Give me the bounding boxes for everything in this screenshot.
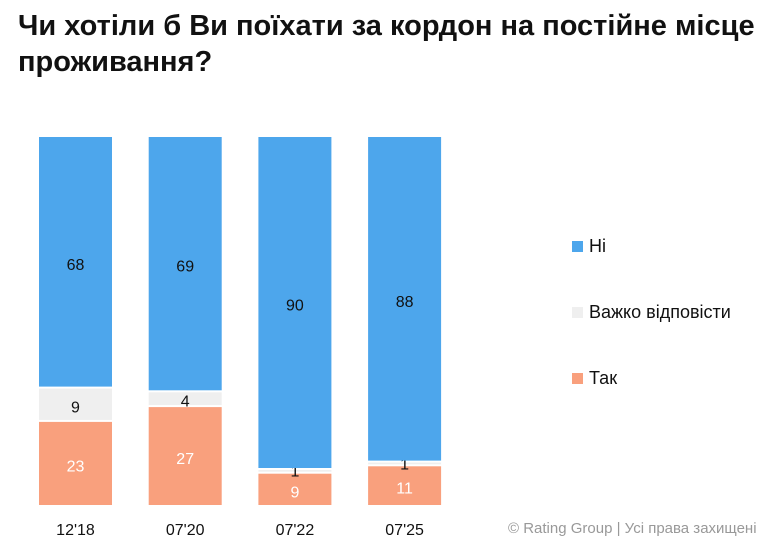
legend-label: Важко відповісти — [589, 302, 731, 322]
bar-segment — [39, 388, 112, 420]
data-label: 9 — [71, 399, 80, 416]
legend-label: Ні — [589, 236, 606, 256]
data-label: 90 — [286, 298, 304, 315]
x-tick-label: 07'22 — [276, 522, 315, 539]
bar-segment — [258, 137, 332, 468]
data-label: 4 — [181, 394, 190, 411]
bar-segment — [148, 407, 222, 505]
bar-segment — [148, 137, 222, 391]
legend-swatch — [572, 241, 583, 252]
legend-item: Так — [572, 368, 617, 389]
bar-segment — [368, 137, 442, 461]
data-label: 88 — [396, 294, 414, 311]
bar-segment — [258, 470, 332, 472]
bar-segment — [258, 473, 332, 505]
x-tick-label: 07'25 — [385, 522, 424, 539]
data-label: 1 — [290, 464, 299, 481]
legend-swatch — [572, 373, 583, 384]
data-label: 11 — [396, 481, 413, 498]
x-tick-label: 12'18 — [56, 522, 95, 539]
bar-segment — [39, 421, 112, 505]
legend-swatch — [572, 307, 583, 318]
data-label: 27 — [176, 451, 194, 468]
data-label: 23 — [67, 458, 85, 475]
legend-item: Ні — [572, 236, 606, 257]
chart-title: Чи хотіли б Ви поїхати за кордон на пост… — [18, 10, 755, 78]
data-label: 68 — [67, 257, 85, 274]
bar-segment — [368, 466, 442, 505]
bar-segment — [39, 137, 112, 387]
x-tick-label: 07'20 — [166, 522, 205, 539]
legend-label: Так — [589, 368, 618, 388]
bar-segment — [148, 392, 222, 406]
data-label: 1 — [400, 456, 409, 473]
bar-segment — [368, 462, 442, 465]
data-label: 9 — [290, 484, 299, 501]
data-label: 69 — [176, 259, 194, 276]
legend-item: Важко відповісти — [572, 302, 731, 323]
copyright-footer: © Rating Group | Усі права захищені — [508, 520, 757, 537]
